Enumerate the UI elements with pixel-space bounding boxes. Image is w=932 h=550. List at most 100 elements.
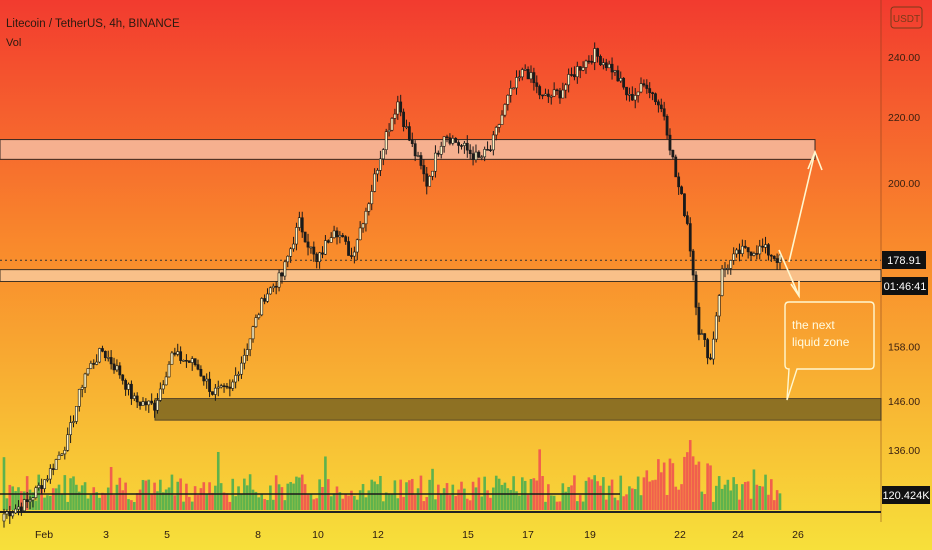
volume-bar [277, 484, 281, 510]
volume-bar [193, 486, 197, 510]
candle-body [182, 359, 185, 362]
volume-bar [266, 500, 269, 510]
candle-body [341, 235, 345, 237]
candle-body [361, 223, 365, 229]
volume-bar [344, 494, 347, 510]
candle-body [280, 272, 284, 277]
candle-body [685, 215, 689, 224]
candle-body [489, 149, 492, 151]
volume-bar [14, 491, 17, 510]
candle-body [367, 203, 371, 212]
volume-bar [66, 501, 70, 510]
volume-bar [767, 494, 770, 510]
candle-body [532, 72, 536, 84]
volume-bar [144, 480, 148, 510]
candle-body [329, 237, 333, 243]
volume-bar [604, 499, 608, 510]
candle-body [46, 478, 49, 481]
volume-bar [364, 497, 368, 510]
candle-body [379, 158, 382, 171]
candle-body [570, 74, 573, 76]
candle-body [613, 70, 617, 73]
candle-body [755, 253, 759, 255]
candle-body [260, 298, 264, 316]
candle-body [477, 151, 481, 158]
candle-body [164, 376, 168, 386]
candle-body [442, 136, 446, 147]
volume-bar [509, 489, 513, 510]
candle-body [393, 113, 397, 119]
volume-bar [541, 476, 544, 510]
volume-bar [384, 492, 388, 510]
candle-body [590, 60, 594, 63]
volume-bar [150, 493, 153, 510]
candle-body [697, 306, 701, 335]
volume-bar [468, 500, 472, 510]
candle-body [642, 83, 646, 86]
candle-body [98, 348, 101, 363]
volume-bar [159, 479, 162, 510]
candle-body [680, 186, 683, 195]
volume-bar [503, 482, 507, 510]
volume-indicator-label[interactable]: Vol [6, 37, 21, 49]
volume-bar [361, 484, 365, 510]
candle-body [176, 351, 180, 355]
volume-bar [216, 451, 220, 510]
currency-badge[interactable] [890, 6, 923, 29]
volume-bar [355, 499, 359, 510]
volume-bar [89, 494, 93, 510]
candle-body [703, 333, 707, 340]
volume-bar [104, 493, 107, 510]
volume-bar [442, 488, 446, 510]
time-axis[interactable]: Feb 3 5 8 10 12 15 17 19 22 24 26 [35, 529, 804, 541]
volume-bar [188, 496, 191, 510]
candle-body [552, 89, 556, 97]
candle-body [694, 274, 698, 308]
candle-body [622, 77, 626, 88]
candle-body [772, 255, 776, 259]
candle-body [486, 149, 489, 151]
price-axis[interactable]: 240.00 220.00 200.00 158.00 146.00 136.00 [888, 52, 920, 457]
symbol-title[interactable]: Litecoin / TetherUS, 4h, BINANCE [6, 18, 180, 30]
volume-bar [752, 469, 756, 510]
volume-bar [37, 474, 41, 510]
candle-body [202, 375, 206, 382]
candle-body [187, 360, 191, 363]
candle-body [222, 385, 226, 387]
volume-bar [631, 488, 634, 510]
time-tick-label: 5 [164, 529, 170, 541]
candle-body [211, 391, 214, 395]
time-tick-label: 17 [522, 529, 534, 541]
volume-bar [578, 495, 582, 510]
time-tick-label: Feb [35, 529, 53, 541]
candle-body [213, 387, 217, 395]
candle-body [445, 136, 449, 139]
volume-bar [263, 499, 266, 510]
volume-bar [648, 481, 652, 510]
candle-body [315, 253, 319, 262]
volume-bar [717, 476, 721, 510]
candle-body [639, 83, 643, 93]
candle-body [564, 84, 568, 91]
candle-body [208, 378, 211, 392]
volume-bar [254, 491, 258, 510]
volume-bar [130, 500, 133, 510]
volume-bar [581, 501, 585, 510]
volume-bar [518, 495, 521, 510]
candle-body [303, 231, 307, 243]
volume-bar [127, 499, 130, 510]
volume-bar [636, 476, 640, 510]
volume-bar [321, 487, 324, 510]
candle-body [413, 143, 417, 157]
candle-body [544, 93, 547, 96]
volume-bar [480, 496, 484, 510]
volume-bar [101, 492, 104, 510]
volume-bar [303, 484, 307, 510]
candle-body [158, 388, 162, 401]
candle-body [86, 368, 90, 375]
volume-bar [202, 482, 206, 510]
volume-bar [535, 480, 539, 510]
volume-bar [77, 491, 81, 510]
candle-body [118, 365, 122, 376]
